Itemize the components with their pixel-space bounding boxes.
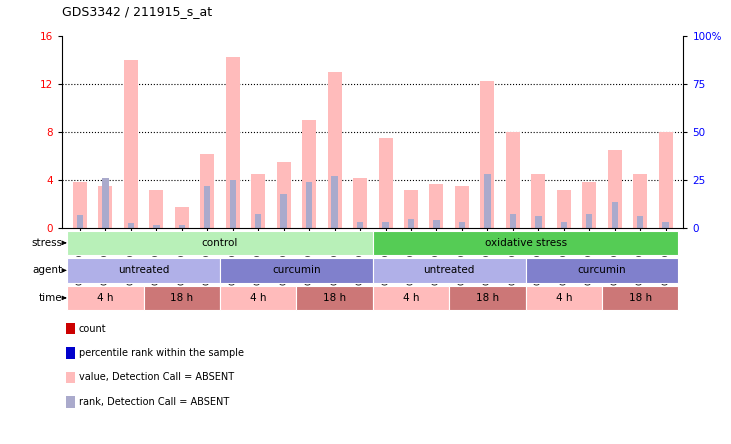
Bar: [175, 206, 189, 228]
Text: GDS3342 / 211915_s_at: GDS3342 / 211915_s_at: [62, 5, 212, 18]
Bar: [379, 138, 393, 228]
Text: 18 h: 18 h: [476, 293, 499, 303]
Bar: [302, 120, 316, 228]
Bar: [276, 162, 291, 228]
Bar: [67, 285, 143, 310]
Text: 18 h: 18 h: [629, 293, 652, 303]
Bar: [102, 178, 109, 228]
Text: agent: agent: [32, 266, 63, 275]
Bar: [124, 59, 138, 228]
Bar: [99, 186, 113, 228]
Bar: [659, 132, 673, 228]
Bar: [230, 180, 236, 228]
Bar: [382, 222, 389, 228]
Text: 18 h: 18 h: [170, 293, 194, 303]
Text: 4 h: 4 h: [97, 293, 114, 303]
Bar: [557, 190, 571, 228]
Bar: [149, 190, 163, 228]
Bar: [607, 150, 622, 228]
Bar: [128, 223, 134, 228]
Bar: [633, 174, 647, 228]
Bar: [77, 215, 83, 228]
Bar: [204, 186, 211, 228]
Bar: [73, 182, 87, 228]
Bar: [251, 174, 265, 228]
Text: percentile rank within the sample: percentile rank within the sample: [79, 348, 244, 358]
Bar: [526, 285, 602, 310]
Bar: [226, 57, 240, 228]
Bar: [306, 182, 312, 228]
Bar: [67, 230, 373, 255]
Bar: [455, 186, 469, 228]
Text: 4 h: 4 h: [403, 293, 420, 303]
Text: time: time: [39, 293, 63, 303]
Text: untreated: untreated: [423, 266, 475, 275]
Bar: [67, 258, 220, 283]
Bar: [430, 184, 444, 228]
Bar: [510, 214, 516, 228]
Bar: [353, 178, 367, 228]
Bar: [526, 258, 678, 283]
Bar: [433, 220, 439, 228]
Bar: [327, 71, 341, 228]
Text: rank, Detection Call = ABSENT: rank, Detection Call = ABSENT: [79, 397, 230, 407]
Text: 4 h: 4 h: [556, 293, 572, 303]
Bar: [404, 190, 418, 228]
Text: count: count: [79, 324, 107, 333]
Text: 18 h: 18 h: [323, 293, 346, 303]
Text: value, Detection Call = ABSENT: value, Detection Call = ABSENT: [79, 373, 234, 382]
Bar: [450, 285, 526, 310]
Text: stress: stress: [31, 238, 63, 248]
Bar: [373, 285, 450, 310]
Bar: [220, 285, 296, 310]
Bar: [373, 258, 526, 283]
Bar: [586, 214, 592, 228]
Bar: [357, 222, 363, 228]
Bar: [459, 222, 465, 228]
Text: curcumin: curcumin: [272, 266, 321, 275]
Bar: [373, 230, 678, 255]
Bar: [637, 216, 643, 228]
Text: 4 h: 4 h: [250, 293, 267, 303]
Bar: [408, 218, 414, 228]
Bar: [200, 154, 214, 228]
Bar: [255, 214, 262, 228]
Bar: [612, 202, 618, 228]
Text: untreated: untreated: [118, 266, 170, 275]
Bar: [154, 225, 159, 228]
Bar: [220, 258, 373, 283]
Bar: [662, 222, 669, 228]
Text: curcumin: curcumin: [577, 266, 626, 275]
Text: control: control: [202, 238, 238, 248]
Bar: [296, 285, 373, 310]
Bar: [484, 174, 491, 228]
Bar: [531, 174, 545, 228]
Bar: [506, 132, 520, 228]
Bar: [178, 225, 185, 228]
Bar: [480, 81, 494, 228]
Text: oxidative stress: oxidative stress: [485, 238, 567, 248]
Bar: [281, 194, 287, 228]
Bar: [535, 216, 542, 228]
Bar: [561, 222, 567, 228]
Bar: [143, 285, 220, 310]
Bar: [583, 182, 596, 228]
Bar: [602, 285, 678, 310]
Bar: [331, 176, 338, 228]
